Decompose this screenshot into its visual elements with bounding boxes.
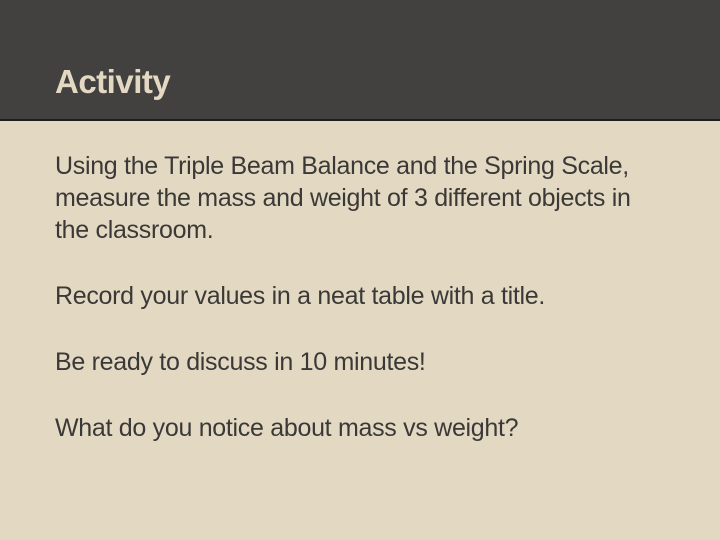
- slide-title: Activity: [55, 63, 170, 101]
- paragraph-2: Record your values in a neat table with …: [55, 280, 670, 312]
- paragraph-1: Using the Triple Beam Balance and the Sp…: [55, 150, 670, 246]
- header-band: [0, 0, 720, 119]
- slide-body: Using the Triple Beam Balance and the Sp…: [55, 150, 670, 444]
- paragraph-3: Be ready to discuss in 10 minutes!: [55, 346, 670, 378]
- paragraph-4: What do you notice about mass vs weight?: [55, 412, 670, 444]
- title-divider: [0, 119, 720, 121]
- slide: Activity Using the Triple Beam Balance a…: [0, 0, 720, 540]
